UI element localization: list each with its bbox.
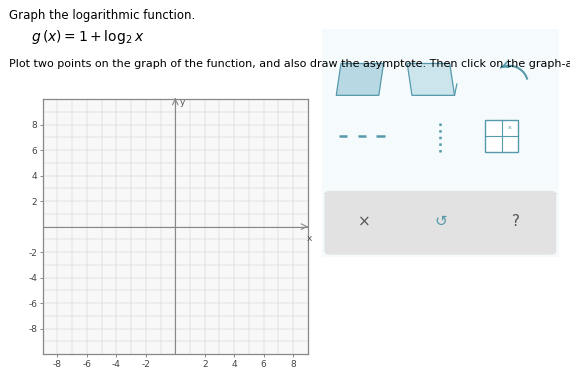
Text: ?: ? bbox=[512, 214, 520, 229]
Text: ×: × bbox=[359, 214, 371, 229]
Text: x: x bbox=[508, 125, 512, 130]
Text: x: x bbox=[307, 234, 312, 243]
Text: Plot two points on the graph of the function, and also draw the asymptote. Then : Plot two points on the graph of the func… bbox=[9, 59, 570, 69]
Polygon shape bbox=[407, 63, 454, 95]
Text: $g\,(x) = 1 + \log_2 x$: $g\,(x) = 1 + \log_2 x$ bbox=[31, 28, 145, 46]
Bar bbox=[485, 120, 518, 152]
Text: y: y bbox=[180, 98, 185, 107]
Text: ↺: ↺ bbox=[434, 214, 447, 229]
Text: Graph the logarithmic function.: Graph the logarithmic function. bbox=[9, 9, 195, 22]
Polygon shape bbox=[336, 63, 384, 95]
FancyBboxPatch shape bbox=[317, 25, 563, 261]
FancyBboxPatch shape bbox=[324, 191, 556, 255]
